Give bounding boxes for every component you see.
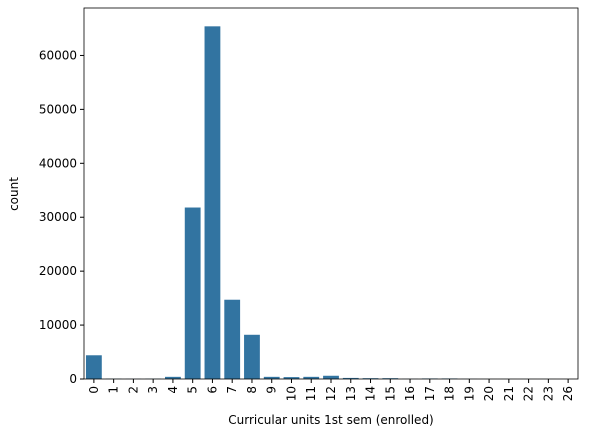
x-tick-label: 4 [166,386,180,394]
bar [165,376,181,379]
x-tick-label: 3 [146,386,160,394]
y-tick-label: 10000 [39,318,77,332]
bar [342,377,359,379]
bar [184,207,201,379]
x-tick-label: 22 [522,386,536,401]
x-tick-label: 1 [107,386,121,394]
y-tick-label: 30000 [39,210,77,224]
x-tick-label: 15 [383,386,397,401]
x-tick-label: 10 [284,386,298,401]
x-axis-label: Curricular units 1st sem (enrolled) [228,413,434,427]
x-tick-label: 13 [344,386,358,401]
bar [85,355,102,379]
bar [303,376,320,379]
x-tick-label: 6 [205,386,219,394]
bar [283,377,300,379]
x-tick-label: 9 [265,386,279,394]
x-tick-label: 21 [502,386,516,401]
x-tick-label: 14 [364,386,378,401]
x-tick-label: 17 [423,386,437,401]
x-tick-label: 5 [186,386,200,394]
bar [244,334,260,379]
x-tick-label: 20 [482,386,496,401]
x-tick-label: 11 [304,386,318,401]
y-tick-label: 20000 [39,264,77,278]
bar [382,378,399,379]
bar [362,378,379,379]
x-tick-label: 12 [324,386,338,401]
bar [224,299,241,379]
x-tick-label: 16 [403,386,417,401]
bar [323,375,339,379]
x-tick-label: 18 [443,386,457,401]
y-tick-label: 60000 [39,48,77,62]
bar [204,26,221,380]
x-tick-label: 7 [225,386,239,394]
x-tick-label: 0 [87,386,101,394]
y-tick-label: 40000 [39,156,77,170]
plot-frame [83,7,579,380]
y-tick-label: 0 [69,372,77,386]
y-tick-label: 50000 [39,102,77,116]
x-tick-label: 23 [541,386,555,401]
y-axis-label: count [7,177,21,211]
x-tick-label: 8 [245,386,259,394]
x-tick-label: 26 [561,386,575,401]
x-tick-label: 2 [126,386,140,394]
x-tick-label: 19 [462,386,476,401]
bar [263,376,280,379]
